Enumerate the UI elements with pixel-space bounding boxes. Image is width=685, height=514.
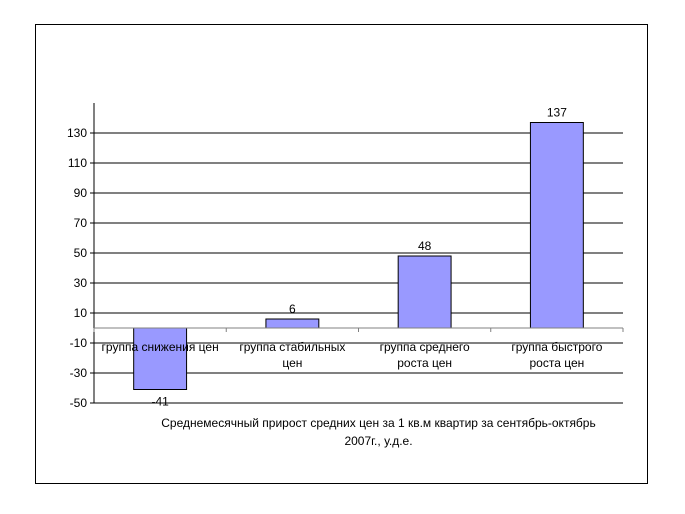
y-tick-label-4: 30 <box>74 276 88 290</box>
bar-0 <box>133 327 188 390</box>
y-tick-label-3: 10 <box>74 306 88 320</box>
data-label-0: -41 <box>151 395 169 409</box>
axes <box>90 103 624 404</box>
y-tick-label-2: -10 <box>70 336 88 350</box>
x-axis-caption-line-1: 2007г., у.д.е. <box>344 434 412 448</box>
data-labels: -41 6 48 137 <box>151 106 567 409</box>
y-tick-label-1: -30 <box>70 366 88 380</box>
category-label-2-1: роста цен <box>397 356 452 370</box>
bar-2 <box>397 255 452 329</box>
category-label-1-1: цен <box>282 356 302 370</box>
category-label-1-0: группа стабильных <box>239 340 345 354</box>
bars <box>133 122 584 390</box>
bar-chart: -50 -30 -10 10 30 50 70 90 110 130 группа снижени… <box>67 103 624 448</box>
y-tick-label-5: 50 <box>74 246 88 260</box>
category-label-0-0: группа снижения цен <box>102 340 219 354</box>
category-labels: группа снижения цен группа стабильных цен г… <box>102 340 603 370</box>
data-label-1: 6 <box>289 302 296 316</box>
x-axis-caption: Среднемесячный прирост средних цен за 1 … <box>161 416 595 448</box>
chart-frame: -50 -30 -10 10 30 50 70 90 110 130 группа снижени… <box>35 24 648 484</box>
bar-3 <box>529 122 584 329</box>
y-tick-labels: -50 -30 -10 10 30 50 70 90 110 130 <box>67 126 87 410</box>
y-tick-label-6: 70 <box>74 216 88 230</box>
data-label-2: 48 <box>418 239 432 253</box>
category-label-3-1: роста цен <box>529 356 584 370</box>
data-label-3: 137 <box>547 106 567 120</box>
category-label-2-0: группа среднего <box>380 340 470 354</box>
y-tick-label-9: 130 <box>67 126 87 140</box>
category-label-3-0: группа быстрого <box>511 340 602 354</box>
x-axis-caption-line-0: Среднемесячный прирост средних цен за 1 … <box>161 416 595 430</box>
y-tick-label-0: -50 <box>70 396 88 410</box>
bar-1 <box>265 318 320 329</box>
y-tick-label-7: 90 <box>74 186 88 200</box>
y-tick-label-8: 110 <box>68 156 87 170</box>
